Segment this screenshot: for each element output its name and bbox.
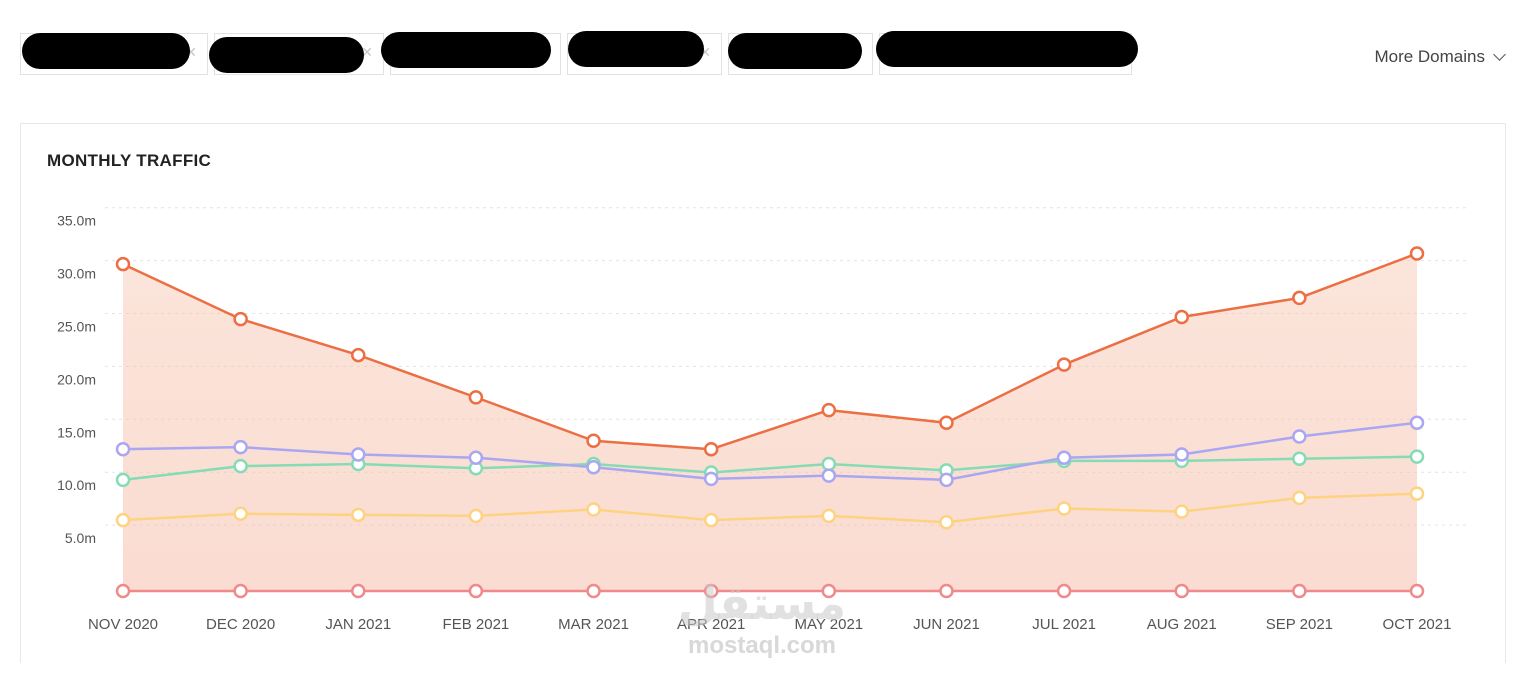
x-tick-label: JUL 2021 bbox=[1032, 616, 1096, 633]
data-point bbox=[351, 583, 366, 599]
x-tick-label: MAY 2021 bbox=[794, 616, 863, 633]
data-point bbox=[1409, 246, 1425, 261]
data-point bbox=[351, 507, 366, 523]
x-tick-label: OCT 2021 bbox=[1383, 616, 1452, 633]
data-point bbox=[703, 441, 719, 457]
data-point bbox=[468, 508, 484, 524]
data-point bbox=[233, 583, 248, 599]
x-tick-label: AUG 2021 bbox=[1147, 616, 1217, 633]
data-point bbox=[233, 458, 248, 474]
data-point bbox=[939, 583, 954, 599]
data-point bbox=[821, 508, 837, 524]
redaction-mark bbox=[381, 32, 551, 68]
data-point bbox=[939, 514, 954, 530]
y-tick-label: 10.0m bbox=[57, 477, 96, 493]
chart-title: MONTHLY TRAFFIC bbox=[47, 151, 212, 170]
series-line bbox=[122, 252, 1418, 451]
x-tick-label: JAN 2021 bbox=[325, 616, 391, 633]
data-point bbox=[586, 502, 601, 517]
data-point bbox=[468, 390, 484, 405]
x-tick-label: APR 2021 bbox=[677, 616, 745, 633]
y-tick-label: 20.0m bbox=[57, 371, 96, 387]
data-point bbox=[821, 583, 837, 599]
data-point bbox=[703, 471, 719, 487]
data-point bbox=[115, 256, 131, 272]
data-point bbox=[1292, 451, 1307, 466]
data-point bbox=[703, 583, 719, 599]
data-point bbox=[468, 450, 484, 465]
data-point bbox=[1409, 583, 1425, 599]
redaction-mark bbox=[876, 31, 1138, 67]
data-point bbox=[1292, 429, 1307, 444]
more-domains-dropdown[interactable]: More Domains bbox=[1374, 47, 1506, 67]
x-tick-label: SEP 2021 bbox=[1266, 616, 1333, 633]
y-tick-label: 35.0m bbox=[57, 213, 96, 229]
data-point bbox=[586, 459, 601, 475]
data-point bbox=[1056, 450, 1072, 465]
x-tick-label: JUN 2021 bbox=[913, 616, 980, 633]
data-point bbox=[468, 583, 484, 599]
data-point bbox=[703, 512, 719, 528]
data-point bbox=[939, 415, 954, 431]
y-tick-label: 15.0m bbox=[57, 424, 96, 440]
data-point bbox=[1409, 449, 1425, 464]
data-point bbox=[1292, 290, 1307, 306]
data-point bbox=[821, 456, 837, 472]
data-point bbox=[1056, 501, 1072, 516]
data-point bbox=[115, 512, 131, 528]
data-point bbox=[1409, 486, 1425, 501]
data-point bbox=[351, 447, 366, 462]
y-tick-label: 5.0m bbox=[65, 530, 96, 546]
data-point bbox=[1174, 583, 1189, 599]
data-point bbox=[1056, 583, 1072, 599]
data-point bbox=[1174, 447, 1189, 462]
redaction-mark bbox=[568, 31, 704, 67]
close-icon[interactable]: ✕ bbox=[185, 45, 197, 61]
series-line bbox=[122, 492, 1418, 524]
data-point bbox=[1292, 490, 1307, 506]
y-tick-label: 25.0m bbox=[57, 319, 96, 335]
series-line bbox=[122, 455, 1418, 482]
data-point bbox=[1174, 504, 1189, 519]
data-point bbox=[351, 347, 366, 363]
data-point bbox=[939, 472, 954, 488]
data-point bbox=[115, 583, 131, 599]
x-tick-label: MAR 2021 bbox=[558, 616, 629, 633]
redaction-mark bbox=[22, 33, 190, 69]
data-point bbox=[115, 441, 131, 457]
more-domains-label: More Domains bbox=[1374, 47, 1485, 66]
data-point bbox=[233, 311, 248, 327]
series-area bbox=[123, 253, 1417, 592]
data-point bbox=[1409, 415, 1425, 431]
series-line bbox=[122, 421, 1418, 482]
data-point bbox=[233, 506, 248, 522]
data-point bbox=[586, 433, 601, 449]
data-point bbox=[1174, 309, 1189, 325]
x-tick-label: NOV 2020 bbox=[88, 616, 158, 633]
data-point bbox=[821, 402, 837, 418]
close-icon[interactable]: ✕ bbox=[699, 45, 711, 61]
data-point bbox=[1056, 357, 1072, 372]
close-icon[interactable]: ✕ bbox=[361, 45, 373, 61]
x-tick-label: FEB 2021 bbox=[443, 616, 510, 633]
redaction-mark bbox=[209, 37, 364, 73]
x-tick-label: DEC 2020 bbox=[206, 616, 275, 633]
data-point bbox=[586, 583, 601, 599]
domain-tabs: ✕ ✕ ✕ ✕ ✕ ✕ More Domains bbox=[0, 0, 1524, 110]
data-point bbox=[233, 439, 248, 455]
y-tick-label: 30.0m bbox=[57, 266, 96, 282]
redaction-mark bbox=[728, 33, 862, 69]
data-point bbox=[1292, 583, 1307, 599]
data-point bbox=[821, 468, 837, 483]
data-point bbox=[115, 472, 131, 488]
